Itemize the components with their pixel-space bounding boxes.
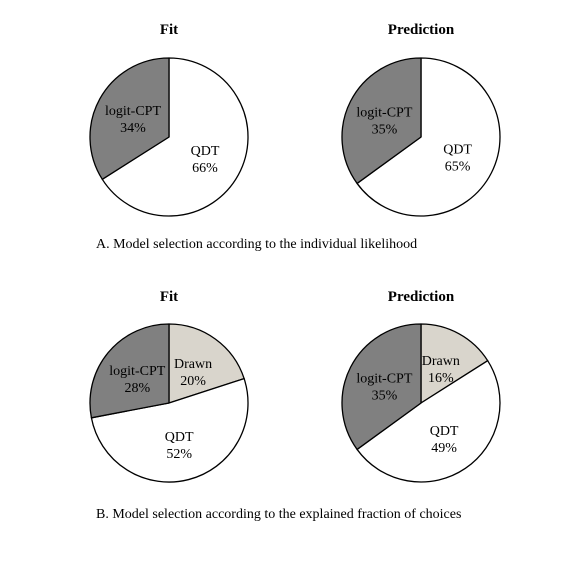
- pie-slice-logit-cpt: [341, 57, 422, 185]
- slice-label-logit-cpt: logit-CPT: [356, 371, 412, 386]
- pie-slice-drawn: [168, 323, 245, 404]
- slice-label-logit-cpt: logit-CPT: [105, 104, 161, 119]
- pie-slice-qdt: [90, 377, 249, 483]
- slice-label-qdt: QDT: [165, 430, 194, 445]
- pie-slice-logit-cpt: [341, 323, 422, 451]
- pie-slice-logit-cpt: [89, 57, 170, 180]
- slice-value-qdt: 52%: [166, 447, 192, 462]
- slice-value-drawn: 16%: [428, 371, 454, 386]
- caption-panel-b: B. Model selection according to the expl…: [96, 507, 461, 522]
- slice-value-qdt: 66%: [192, 161, 218, 176]
- chart-title: Prediction: [388, 22, 455, 38]
- slice-label-qdt: QDT: [443, 143, 472, 158]
- slice-value-logit-cpt: 28%: [124, 381, 150, 396]
- slice-value-drawn: 20%: [180, 374, 206, 389]
- pie-slice-qdt: [356, 360, 501, 483]
- pie-slice-qdt: [356, 57, 501, 217]
- pie-slice-qdt: [101, 57, 249, 217]
- pie-slice-drawn: [420, 323, 489, 404]
- slice-label-drawn: Drawn: [422, 354, 460, 369]
- pie-chart-1: Fit QDT 66% logit-CPT 34%: [89, 22, 249, 217]
- slice-value-qdt: 49%: [431, 441, 457, 456]
- slice-value-logit-cpt: 35%: [372, 122, 398, 137]
- caption-panel-a: A. Model selection according to the indi…: [96, 237, 417, 252]
- chart-title: Prediction: [388, 289, 455, 305]
- slice-label-qdt: QDT: [430, 424, 459, 439]
- slice-value-qdt: 65%: [445, 160, 471, 175]
- pie-slice-logit-cpt: [89, 323, 170, 419]
- pie-chart-4: Prediction Drawn 16% QDT 49% logit-CPT 35%: [341, 289, 501, 483]
- slice-label-drawn: Drawn: [174, 357, 212, 372]
- slice-label-logit-cpt: logit-CPT: [356, 105, 412, 120]
- slice-value-logit-cpt: 35%: [372, 388, 398, 403]
- slice-value-logit-cpt: 34%: [120, 121, 146, 136]
- pie-chart-2: Prediction QDT 65% logit-CPT 35%: [341, 22, 501, 217]
- slice-label-logit-cpt: logit-CPT: [109, 364, 165, 379]
- chart-title: Fit: [160, 289, 178, 305]
- slice-label-qdt: QDT: [191, 144, 220, 159]
- pie-chart-3: Fit Drawn 20% QDT 52% logit-CPT 28%: [89, 289, 249, 483]
- chart-title: Fit: [160, 22, 178, 38]
